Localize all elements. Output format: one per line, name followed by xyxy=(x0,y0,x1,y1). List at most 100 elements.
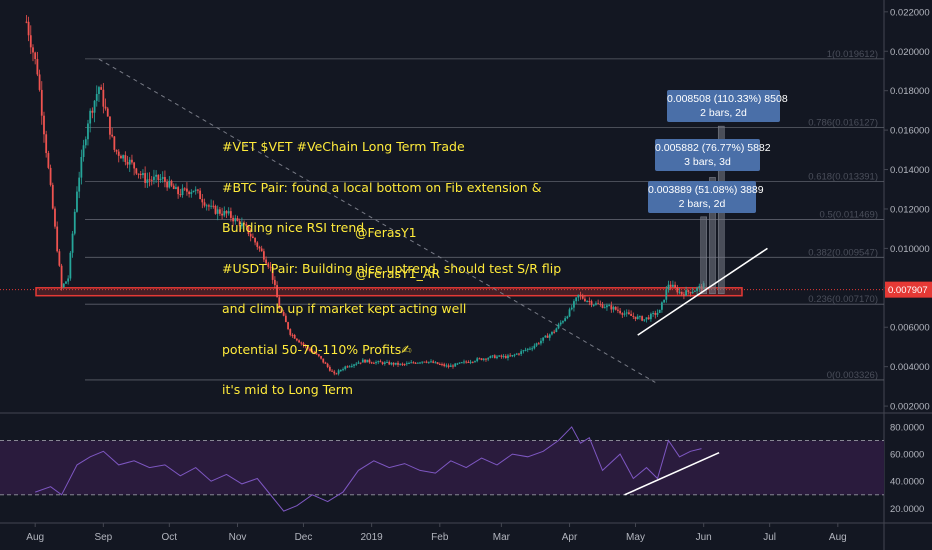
candle-body xyxy=(331,370,333,372)
candle-body xyxy=(518,353,520,355)
candle-body xyxy=(62,283,65,288)
candle-body xyxy=(337,370,340,374)
candle-body xyxy=(691,291,694,294)
candle-body xyxy=(372,362,375,364)
candle-body xyxy=(243,223,245,225)
candle-body xyxy=(175,187,177,189)
candle-body xyxy=(584,298,586,302)
candle-body xyxy=(555,328,558,333)
candle-body xyxy=(293,334,296,339)
time-tick-label: Oct xyxy=(162,532,178,543)
candle-body xyxy=(205,205,208,207)
candle-body xyxy=(47,153,50,168)
candle-body xyxy=(654,312,657,315)
candle-body xyxy=(502,355,505,357)
candle-body xyxy=(221,213,223,216)
candle-body xyxy=(80,156,83,178)
candle-body xyxy=(262,251,265,260)
candle-body xyxy=(309,348,311,352)
candle-body xyxy=(289,329,292,335)
candle-body xyxy=(375,362,377,364)
author-handles: @FerasY1 @FerasY1_AR xyxy=(355,199,440,294)
candle-body xyxy=(361,359,364,363)
annotation-line: #VET $VET #VeChain Long Term Trade xyxy=(222,139,465,154)
candle-body xyxy=(546,335,549,338)
candle-body xyxy=(199,190,202,200)
candle-body xyxy=(194,189,197,191)
projection-label-1[interactable]: 0.003889 (51.08%) 3889 2 bars, 2d xyxy=(648,181,764,213)
candle-body xyxy=(623,313,626,315)
candle-body xyxy=(669,284,672,287)
candle-body xyxy=(698,286,701,288)
candle-body xyxy=(647,317,650,320)
candle-body xyxy=(414,362,417,364)
candle-body xyxy=(645,317,648,320)
candle-body xyxy=(236,218,239,221)
candle-body xyxy=(678,291,681,293)
candle-body xyxy=(493,355,496,359)
time-tick-label: 2019 xyxy=(361,532,384,543)
candle-body xyxy=(595,303,597,305)
candle-body xyxy=(423,361,426,363)
candle-body xyxy=(487,358,490,360)
time-tick-label: Feb xyxy=(431,532,449,543)
annotation-line: potential 50-70-110% Profits✍ xyxy=(222,341,412,357)
candle-body xyxy=(463,361,465,363)
projection-label-3[interactable]: 0.008508 (110.33%) 8508 2 bars, 2d xyxy=(667,90,788,122)
projection-label-2[interactable]: 0.005882 (76.77%) 5882 3 bars, 3d xyxy=(655,139,771,171)
candle-body xyxy=(693,290,696,292)
candle-body xyxy=(586,300,589,302)
fib-level-label: 0.618(0.013391) xyxy=(808,172,878,183)
candle-body xyxy=(181,188,184,195)
candle-body xyxy=(139,173,142,176)
candle-body xyxy=(109,116,111,135)
candle-body xyxy=(214,206,217,214)
candle-body xyxy=(603,307,606,309)
candle-body xyxy=(291,334,294,336)
price-tick-label: 0.004000 xyxy=(890,362,930,373)
candle-body xyxy=(533,345,536,349)
candle-body xyxy=(219,209,221,214)
candle-body xyxy=(386,361,388,363)
candle-body xyxy=(232,217,234,222)
candle-body xyxy=(568,309,571,317)
fib-level-label: 0.236(0.007170) xyxy=(808,294,878,305)
candle-body xyxy=(425,361,428,363)
candle-body xyxy=(256,242,259,247)
projection-label-2-bars: 3 bars, 3d xyxy=(684,156,731,168)
candle-body xyxy=(247,225,250,234)
candle-body xyxy=(333,371,336,374)
candle-body xyxy=(592,304,595,306)
candle-body xyxy=(302,343,305,346)
candle-body xyxy=(614,306,617,310)
candle-body xyxy=(348,366,351,368)
candle-body xyxy=(617,309,619,311)
candle-body xyxy=(115,149,118,152)
candle-body xyxy=(480,358,483,360)
candle-body xyxy=(313,352,316,354)
candle-body xyxy=(271,267,274,280)
candle-body xyxy=(471,361,474,363)
candle-body xyxy=(476,358,479,362)
candle-body xyxy=(566,316,569,319)
candle-body xyxy=(430,361,432,363)
candle-body xyxy=(434,362,437,364)
fib-level-label: 1(0.019612) xyxy=(827,49,878,60)
candle-body xyxy=(443,364,446,366)
candle-body xyxy=(54,208,56,227)
candle-body xyxy=(377,361,380,363)
time-tick-label: Mar xyxy=(493,532,511,543)
candle-body xyxy=(562,321,564,323)
candle-body xyxy=(447,365,450,367)
candle-body xyxy=(126,161,129,165)
candle-body xyxy=(183,188,186,190)
candle-body xyxy=(102,89,105,107)
candle-body xyxy=(491,355,494,357)
candle-body xyxy=(210,205,213,207)
candle-body xyxy=(441,364,443,366)
candle-body xyxy=(335,373,338,375)
candle-body xyxy=(225,211,228,214)
candle-body xyxy=(687,290,690,292)
candle-body xyxy=(478,358,481,360)
candle-body xyxy=(306,346,309,349)
